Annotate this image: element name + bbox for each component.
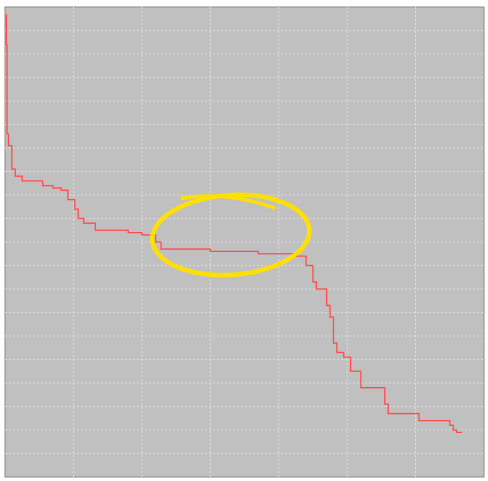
highlight-annotation-layer [150,192,312,278]
plot-background [4,6,485,478]
data-series-layer [5,13,463,433]
highlight-ellipse [150,192,312,278]
series-step-line [5,13,463,433]
highlight-stroke-overlap [180,194,276,210]
